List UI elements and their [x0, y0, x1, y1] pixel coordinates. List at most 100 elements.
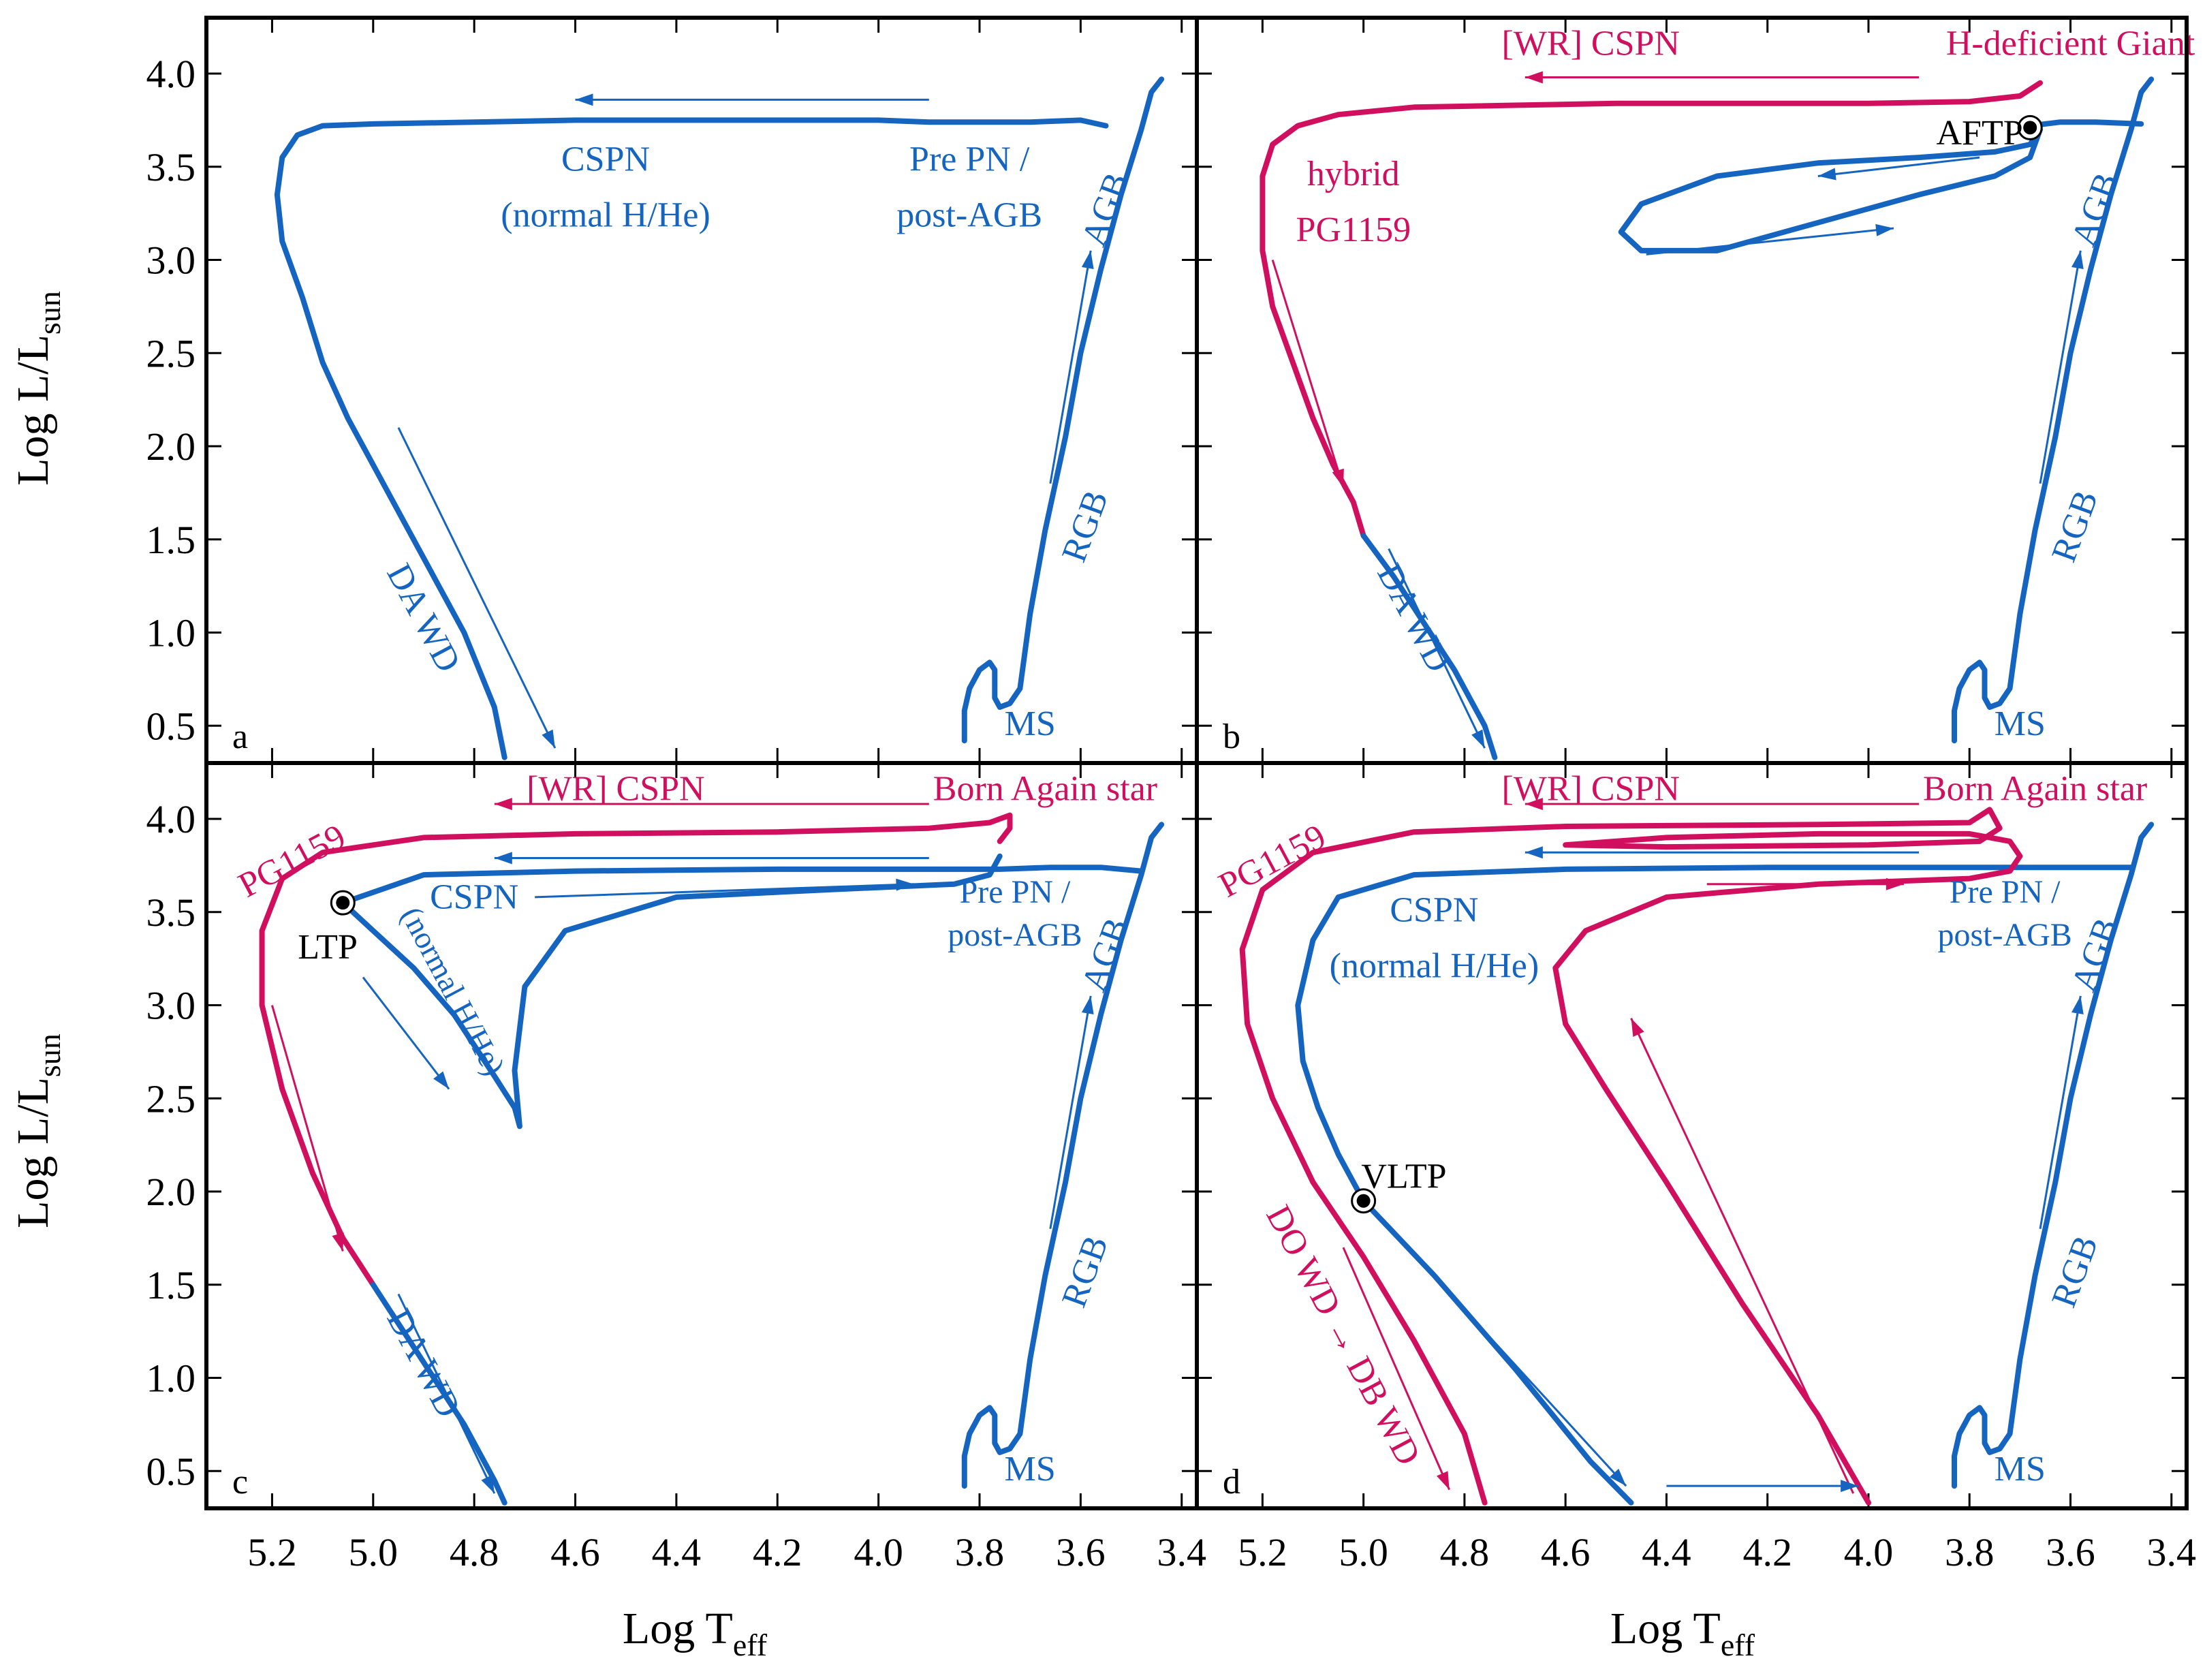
x-tick-label: 4.2	[753, 1530, 802, 1574]
x-axis-label-right-sub: eff	[1721, 1628, 1755, 1662]
x-tick-label: 3.4	[1157, 1530, 1206, 1574]
series-line	[1952, 76, 2155, 744]
x-tick-label: 4.6	[550, 1530, 600, 1574]
y-tick-label: 3.0	[146, 238, 196, 283]
arrow-head	[332, 1232, 344, 1251]
curve-label: (normal H/He)	[501, 196, 710, 234]
arrow-head	[1524, 846, 1543, 859]
curve-label: Born Again star	[1923, 770, 2147, 809]
direction-arrow	[1373, 1209, 1627, 1487]
curve-label: Pre PN /	[960, 874, 1071, 910]
x-tick-label: 5.2	[1238, 1530, 1287, 1574]
curve-label: Pre PN /	[909, 140, 1030, 178]
y-tick-label: 2.0	[146, 1170, 196, 1214]
direction-arrow	[1630, 1018, 1855, 1494]
series-line	[274, 117, 1109, 760]
panel-letter: b	[1223, 717, 1240, 756]
y-tick-label: 1.0	[146, 611, 196, 655]
x-tick-label: 3.6	[2046, 1530, 2095, 1574]
curve-label: AFTP	[1936, 114, 2022, 153]
curve-label: post-AGB	[896, 196, 1042, 234]
curve-label: (normal H/He)	[1330, 947, 1539, 986]
curve-label: [WR] CSPN	[1501, 25, 1679, 63]
series-line	[1260, 80, 2043, 539]
x-tick-label: 4.8	[450, 1530, 499, 1574]
y-axis-label-bottom-sub: sun	[32, 1033, 67, 1077]
curve-label: PG1159	[1296, 211, 1411, 249]
series-line	[1952, 822, 2155, 1489]
curve-label: MS	[1995, 1450, 2046, 1489]
series-group	[1260, 76, 2155, 760]
arrow-head	[1471, 729, 1485, 749]
curve-label: CSPN	[561, 140, 650, 178]
series-line	[961, 822, 1165, 1489]
curve-label: Pre PN /	[1950, 874, 2061, 910]
curve-label: CSPN	[1390, 890, 1478, 929]
y-tick-label: 0.5	[146, 704, 196, 748]
arrow-head	[481, 1474, 495, 1494]
direction-arrow	[1049, 250, 1092, 484]
arrow-head	[1631, 1018, 1644, 1038]
curve-label: MS	[1995, 704, 2046, 743]
series-line	[340, 865, 1144, 906]
x-tick-label: 4.4	[1642, 1530, 1691, 1574]
panel-letter: c	[232, 1463, 248, 1502]
curve-label: VLTP	[1361, 1157, 1446, 1196]
arrow-head	[494, 798, 512, 811]
panel-letter: a	[232, 717, 248, 756]
arrow-head	[1081, 250, 1094, 270]
x-tick-label: 3.6	[1056, 1530, 1106, 1574]
x-tick-label: 4.6	[1541, 1530, 1591, 1574]
curve-label: MS	[1005, 1450, 1056, 1489]
direction-arrow	[2039, 995, 2082, 1230]
series-line	[1295, 865, 2134, 1204]
direction-arrow	[1388, 548, 1486, 749]
y-tick-label: 4.0	[146, 52, 196, 96]
series-line	[1239, 807, 2023, 1506]
y-tick-label: 1.5	[146, 518, 196, 562]
x-tick-label: 5.0	[1339, 1530, 1388, 1574]
y-axis-label-top: Log L/Lsun	[8, 291, 67, 486]
thermal-pulse-marker	[2023, 121, 2037, 135]
x-tick-label: 4.2	[1742, 1530, 1792, 1574]
x-tick-label: 4.0	[1844, 1530, 1894, 1574]
panel-letter: d	[1223, 1463, 1240, 1502]
direction-arrow	[1646, 227, 1894, 255]
direction-arrow	[535, 883, 914, 899]
x-tick-label: 5.0	[349, 1530, 398, 1574]
series-line	[2027, 119, 2144, 129]
curve-label: post-AGB	[948, 917, 1082, 953]
arrow-head	[896, 878, 914, 891]
curve-label: hybrid	[1307, 155, 1400, 193]
y-tick-label: 3.5	[146, 145, 196, 189]
direction-arrow	[397, 1293, 496, 1494]
arrow-head	[1332, 468, 1344, 488]
direction-arrow	[2039, 250, 2082, 484]
y-tick-label: 3.0	[146, 984, 196, 1028]
arrow-head	[1081, 995, 1094, 1015]
arrow-head	[1886, 877, 1904, 890]
arrow-head	[2071, 995, 2084, 1015]
arrow-head	[1841, 1480, 1859, 1493]
arrow-head	[1609, 1468, 1627, 1487]
thermal-pulse-marker	[336, 896, 350, 910]
x-tick-label: 4.4	[652, 1530, 702, 1574]
curve-label: [WR] CSPN	[527, 770, 704, 809]
panel-frame	[1195, 761, 2189, 1510]
curve-label: H-deficient Giant	[1946, 25, 2195, 63]
arrow-head	[2071, 250, 2084, 270]
curve-label: LTP	[298, 928, 358, 967]
y-tick-label: 3.5	[146, 890, 196, 935]
y-tick-label: 4.0	[146, 797, 196, 841]
direction-arrow	[362, 976, 450, 1090]
y-tick-label: 0.5	[146, 1449, 196, 1493]
direction-arrow	[397, 427, 557, 749]
arrow-head	[1875, 223, 1894, 236]
x-tick-label: 3.8	[955, 1530, 1005, 1574]
direction-arrow	[270, 1005, 344, 1251]
y-tick-label: 2.5	[146, 1076, 196, 1121]
series-line	[961, 76, 1165, 744]
series-line	[259, 812, 1013, 1288]
arrow-head	[1436, 1471, 1450, 1490]
